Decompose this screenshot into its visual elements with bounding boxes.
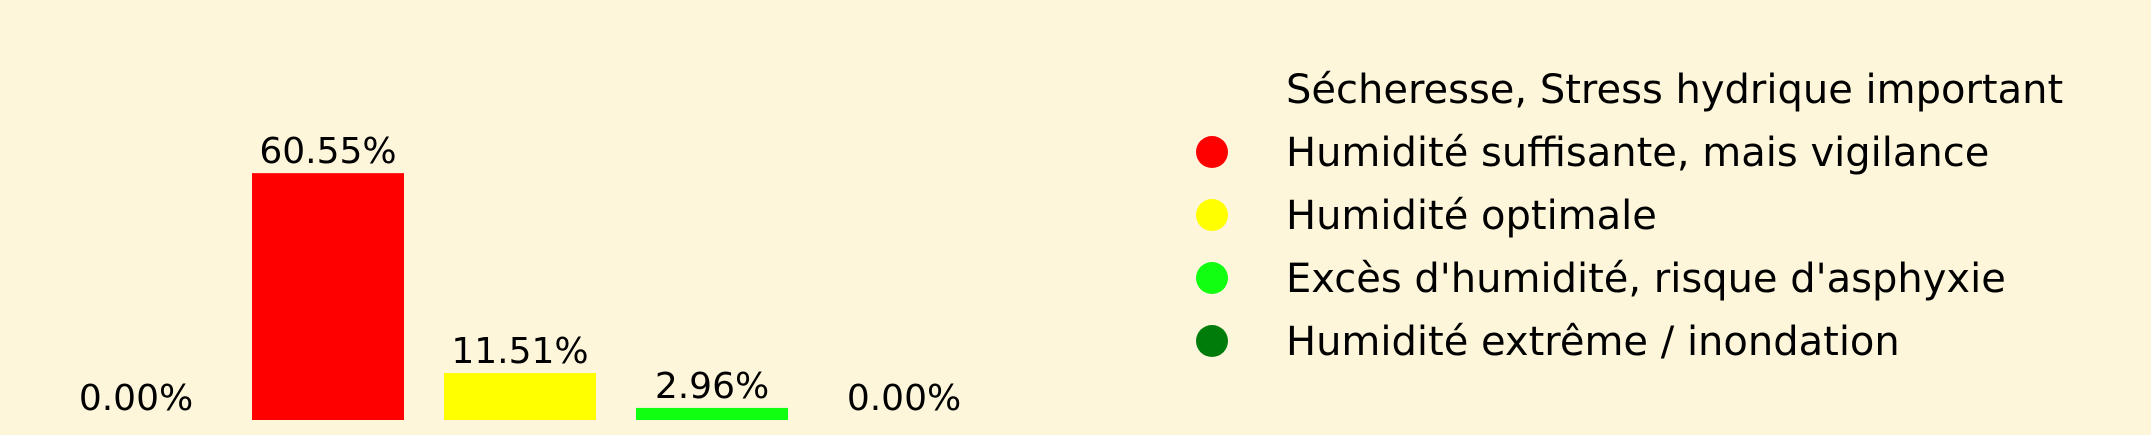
- legend-marker: [1196, 325, 1228, 357]
- legend-marker: [1196, 73, 1228, 105]
- bar-value-label: 60.55%: [259, 131, 396, 172]
- bar-value-label: 0.00%: [79, 378, 193, 419]
- chart-legend: Sécheresse, Stress hydrique important Hu…: [1180, 60, 2140, 375]
- legend-label: Humidité optimale: [1286, 193, 1657, 239]
- legend-marker: [1196, 136, 1228, 168]
- bar-value-label: 11.51%: [451, 331, 588, 372]
- bar: [636, 407, 788, 420]
- bar: [252, 173, 404, 420]
- legend-item: Sécheresse, Stress hydrique important: [1180, 60, 2140, 123]
- legend-item: Humidité suffisante, mais vigilance: [1180, 123, 2140, 186]
- legend-label: Excès d'humidité, risque d'asphyxie: [1286, 256, 2006, 302]
- bar-value-label: 2.96%: [655, 366, 769, 407]
- bar-chart: 0.00% 60.55% 11.51% 2.96% 0.00%: [79, 131, 961, 420]
- legend-item: Humidité optimale: [1180, 186, 2140, 249]
- legend-item: Humidité extrême / inondation: [1180, 312, 2140, 375]
- legend-label: Humidité extrême / inondation: [1286, 319, 1900, 365]
- legend-label: Humidité suffisante, mais vigilance: [1286, 130, 1990, 176]
- legend-label: Sécheresse, Stress hydrique important: [1286, 67, 2064, 113]
- bar-value-label: 0.00%: [847, 378, 961, 419]
- bar: [444, 373, 596, 420]
- legend-item: Excès d'humidité, risque d'asphyxie: [1180, 249, 2140, 312]
- legend-marker: [1196, 262, 1228, 294]
- legend-marker: [1196, 199, 1228, 231]
